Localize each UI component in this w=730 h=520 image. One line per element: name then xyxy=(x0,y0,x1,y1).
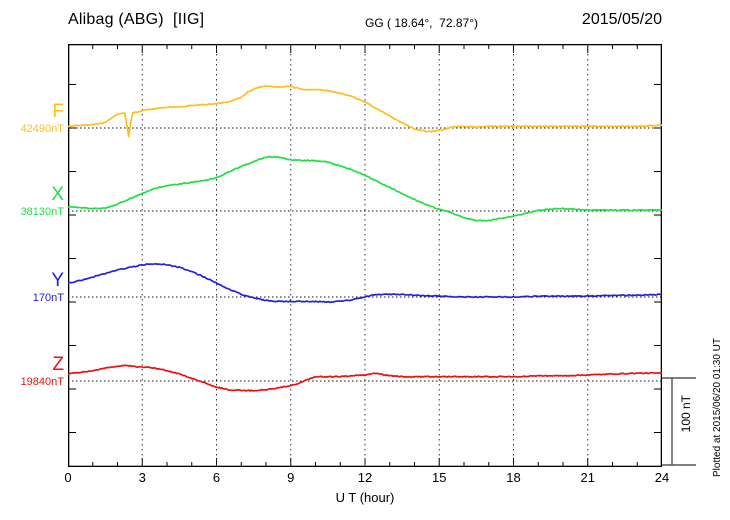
trace-x xyxy=(68,155,662,222)
component-baseline-value: 38130nT xyxy=(20,206,64,218)
trace-y xyxy=(68,262,662,304)
x-axis-tick-label: 6 xyxy=(212,470,221,485)
x-axis-tick-label: 3 xyxy=(138,470,146,485)
component-label-y: Y 170nT xyxy=(2,271,64,305)
component-baseline-value: 170nT xyxy=(32,292,64,304)
x-axis-title: U T (hour) xyxy=(335,490,395,505)
component-baseline-value: 19840nT xyxy=(20,376,64,388)
x-axis-tick-label: 0 xyxy=(64,470,72,485)
component-symbol: Z xyxy=(52,354,64,375)
x-axis-tick-label: 18 xyxy=(506,470,521,485)
magnetogram-plot xyxy=(68,44,662,467)
component-symbol: F xyxy=(52,101,64,122)
scale-bar-label: 100 nT xyxy=(679,395,693,433)
x-axis-tick-label: 12 xyxy=(357,470,373,485)
x-axis-tick-label: 15 xyxy=(432,470,447,485)
component-symbol: X xyxy=(51,184,64,205)
geographic-coordinates: GG ( 18.64°, 72.87°) xyxy=(365,16,478,30)
trace-z xyxy=(68,364,662,392)
plotted-at-timestamp: Plotted at 2015/06/20 01:30 UT xyxy=(712,338,723,477)
x-axis-tick-label: 21 xyxy=(580,470,595,485)
x-axis-tick-label: 24 xyxy=(654,470,670,485)
trace-f xyxy=(68,85,662,138)
component-baseline-value: 42490nT xyxy=(20,123,64,135)
plot-svg xyxy=(68,44,662,467)
component-label-z: Z 19840nT xyxy=(2,355,64,389)
page-title: Alibag (ABG) [IIG] xyxy=(68,11,205,28)
component-label-x: X 38130nT xyxy=(2,185,64,219)
observation-date: 2015/05/20 xyxy=(581,11,662,28)
component-label-f: F 42490nT xyxy=(2,102,64,136)
x-axis-tick-label: 9 xyxy=(287,470,295,485)
component-symbol: Y xyxy=(51,270,64,291)
